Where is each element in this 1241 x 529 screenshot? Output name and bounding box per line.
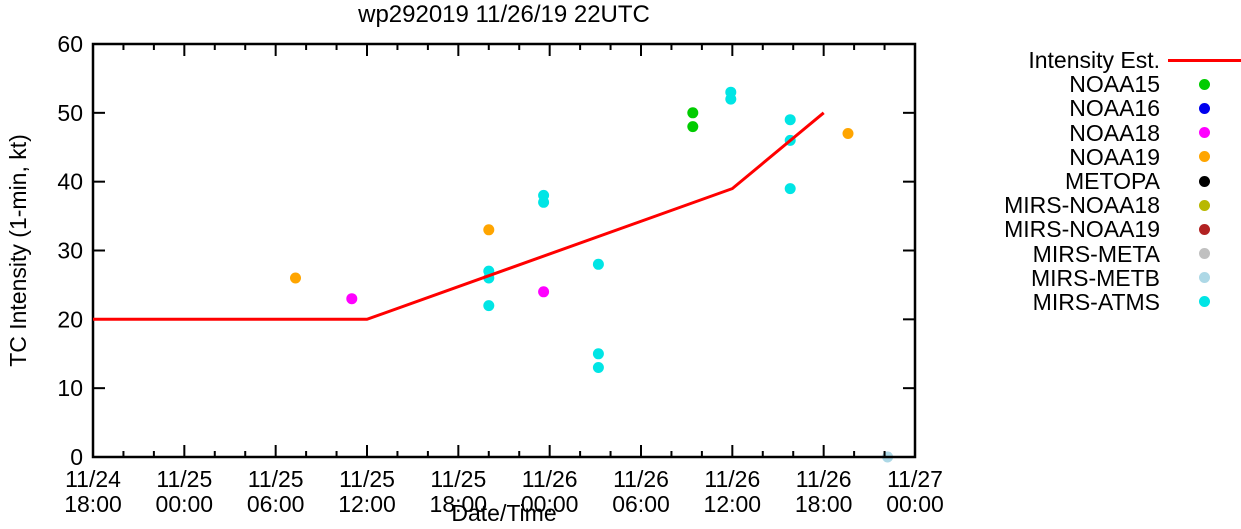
legend-dot-swatch (1199, 296, 1210, 308)
legend-dot-swatch (1199, 127, 1210, 139)
axes (92, 43, 916, 458)
point-MIRS-ATMS (784, 114, 796, 126)
legend-label: NOAA16 (1069, 95, 1160, 122)
legend-entry-mirs-atms: MIRS-ATMS (1004, 290, 1241, 314)
x-tick-label-time: 18:00 (64, 491, 122, 517)
intensity-plot: 010203040506011/2418:0011/2500:0011/2506… (5, 31, 944, 526)
x-tick-label-date: 11/25 (430, 466, 486, 492)
point-NOAA18 (538, 286, 550, 298)
legend-label: NOAA15 (1069, 71, 1160, 98)
x-tick-label-date: 11/25 (156, 466, 212, 492)
point-NOAA15 (687, 107, 699, 119)
x-tick-label-time: 18:00 (430, 491, 488, 517)
legend-label: METOPA (1065, 168, 1160, 195)
legend-marker-dot (1168, 169, 1241, 193)
legend-label: MIRS-ATMS (1032, 288, 1160, 315)
x-tick-label-time: 06:00 (612, 491, 670, 517)
scatter-points (290, 86, 894, 463)
x-tick-label-time: 12:00 (704, 491, 762, 517)
plot-border (91, 42, 917, 459)
x-tick-label-time: 00:00 (521, 491, 579, 517)
y-tick-label: 30 (57, 238, 83, 264)
legend-dot-swatch (1199, 151, 1210, 163)
legend-entry-mirs-noaa18: MIRS-NOAA18 (1004, 193, 1241, 217)
x-tick-label-date: 11/26 (522, 466, 578, 492)
point-NOAA18 (346, 293, 358, 305)
legend-entry-noaa18: NOAA18 (1004, 121, 1241, 145)
point-NOAA19 (483, 224, 495, 236)
x-tick-label-date: 11/24 (65, 466, 121, 492)
legend-marker-dot (1168, 266, 1241, 290)
point-MIRS-ATMS (784, 183, 796, 195)
legend-label: MIRS-NOAA18 (1004, 192, 1160, 219)
point-NOAA19 (290, 272, 301, 284)
legend-marker-dot (1168, 193, 1241, 217)
legend-marker-dot (1168, 145, 1241, 169)
legend-entry-noaa15: NOAA15 (1004, 72, 1241, 96)
x-tick-label-date: 11/26 (796, 466, 852, 492)
x-tick-label-date: 11/25 (248, 466, 304, 492)
y-tick-label: 20 (57, 306, 83, 332)
y-tick-label: 10 (57, 375, 83, 401)
legend-dot-swatch (1199, 223, 1210, 235)
point-MIRS-ATMS (592, 348, 604, 360)
y-tick-label: 0 (70, 444, 83, 470)
point-NOAA19 (842, 128, 854, 139)
legend-entry-metopa: METOPA (1004, 169, 1241, 193)
legend-dot-swatch (1199, 272, 1210, 284)
point-MIRS-ATMS (592, 362, 604, 373)
legend-label: NOAA18 (1069, 119, 1160, 146)
x-tick-labels: 11/2418:0011/2500:0011/2506:0011/2512:00… (64, 466, 944, 517)
legend-label: MIRS-NOAA19 (1004, 216, 1160, 243)
legend-entry-noaa16: NOAA16 (1004, 96, 1241, 120)
legend-marker-dot (1168, 121, 1241, 145)
legend-dot-swatch (1199, 248, 1210, 260)
y-tick-label: 40 (57, 169, 83, 195)
point-MIRS-ATMS (592, 258, 604, 270)
x-tick-label-date: 11/25 (339, 466, 395, 492)
legend-line-swatch (1168, 58, 1241, 62)
legend-entry-mirs-noaa19: MIRS-NOAA19 (1004, 217, 1241, 241)
y-tick-labels: 0 10 20 30 40 50 60 (57, 31, 83, 470)
x-axis-title: Date/Time (451, 500, 556, 526)
x-tick-label-time: 12:00 (338, 491, 396, 517)
legend-label: MIRS-META (1032, 240, 1160, 267)
legend-dot-swatch (1199, 78, 1210, 90)
legend-marker-dot (1168, 242, 1241, 266)
intensity-line (93, 111, 825, 321)
legend-marker-dot (1168, 96, 1241, 120)
x-tick-label-date: 11/26 (704, 466, 760, 492)
legend-label: MIRS-METB (1030, 264, 1160, 291)
legend-marker-line (1168, 48, 1241, 72)
legend-dot-swatch (1199, 175, 1210, 187)
legend-marker-dot (1168, 217, 1241, 241)
legend: Intensity Est. NOAA15 NOAA16 NOAA18 NOAA19 ME… (1004, 48, 1241, 314)
x-tick-label-date: 11/27 (887, 466, 943, 492)
legend-dot-swatch (1199, 102, 1210, 114)
chart-title: wp292019 11/26/19 22UTC (358, 1, 650, 28)
x-tick-label-time: 00:00 (886, 491, 944, 517)
x-tick-label-time: 06:00 (247, 491, 305, 517)
legend-label: NOAA19 (1069, 143, 1160, 170)
legend-entry-mirs-metb: MIRS-METB (1004, 266, 1241, 290)
y-tick-label: 60 (57, 31, 83, 57)
point-NOAA15 (687, 121, 699, 133)
y-axis-title: TC Intensity (1-min, kt) (5, 134, 31, 367)
legend-entry-mirs-meta: MIRS-META (1004, 242, 1241, 266)
x-tick-label-time: 00:00 (156, 491, 214, 517)
legend-entry-noaa19: NOAA19 (1004, 145, 1241, 169)
legend-marker-dot (1168, 72, 1241, 96)
point-MIRS-ATMS (725, 93, 737, 105)
y-tick-label: 50 (57, 100, 83, 126)
point-MIRS-ATMS (538, 196, 550, 208)
x-tick-label-time: 18:00 (795, 491, 853, 517)
legend-marker-dot (1168, 290, 1241, 314)
legend-entry-intensity-est-: Intensity Est. (1004, 48, 1241, 72)
x-tick-label-date: 11/26 (613, 466, 669, 492)
legend-dot-swatch (1199, 199, 1210, 211)
legend-label: Intensity Est. (1028, 47, 1160, 74)
point-MIRS-ATMS (483, 300, 495, 312)
